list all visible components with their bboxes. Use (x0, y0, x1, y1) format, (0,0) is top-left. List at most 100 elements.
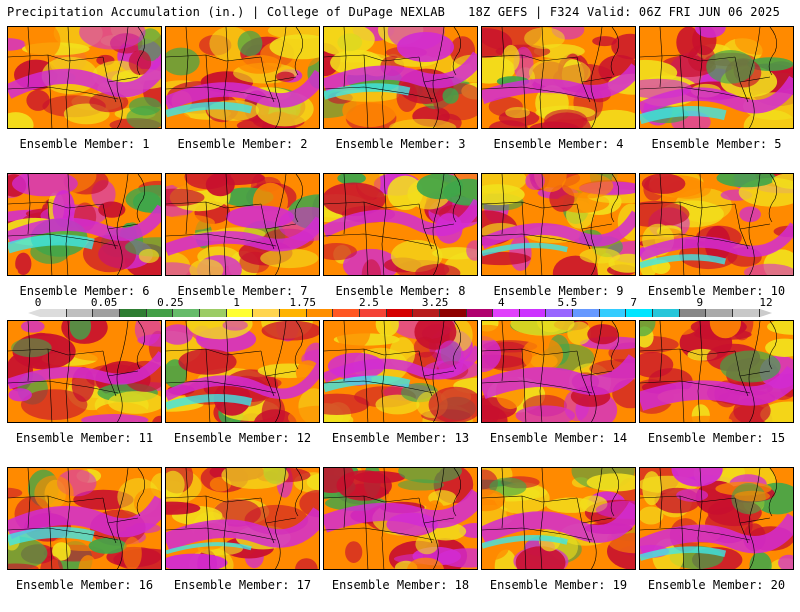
precipitation-map (639, 26, 794, 129)
ensemble-member-panel: Ensemble Member: 10 (639, 173, 794, 318)
precipitation-map (323, 320, 478, 423)
scale-swatch (653, 309, 680, 317)
member-label: Ensemble Member: 12 (173, 431, 312, 445)
scale-swatch (546, 309, 574, 317)
scale-tick-label: 7 (630, 296, 637, 309)
color-scale: 0 0.05 0.25 1 1.75 2.5 3.25 4 5.5 7 9 12 (0, 296, 800, 318)
scale-swatch (413, 309, 440, 317)
scale-swatch (253, 309, 280, 317)
precipitation-map (323, 26, 478, 129)
ensemble-member-panel: Ensemble Member: 5 (639, 26, 794, 171)
scale-swatch (493, 309, 520, 317)
member-label: Ensemble Member: 7 (177, 284, 308, 298)
ensemble-member-panel: Ensemble Member: 3 (323, 26, 478, 171)
ensemble-member-panel: Ensemble Member: 2 (165, 26, 320, 171)
run-valid-time: 18Z GEFS | F324 Valid: 06Z FRI JUN 06 20… (468, 5, 780, 19)
map-title: Precipitation Accumulation (in.) | Colle… (7, 5, 446, 19)
precipitation-map (165, 467, 320, 570)
scale-swatch (599, 309, 627, 317)
precipitation-map (7, 467, 162, 570)
scale-tick-label: 12 (759, 296, 773, 309)
scale-tick-label: 3.25 (421, 296, 449, 309)
member-label: Ensemble Member: 17 (173, 578, 312, 592)
scale-swatch (386, 309, 414, 317)
scale-swatch (146, 309, 174, 317)
member-label: Ensemble Member: 10 (647, 284, 786, 298)
ensemble-member-panel: Ensemble Member: 7 (165, 173, 320, 318)
precipitation-map (481, 320, 636, 423)
member-label: Ensemble Member: 6 (19, 284, 150, 298)
scale-swatch (199, 309, 227, 317)
scale-swatch (626, 309, 654, 317)
member-label: Ensemble Member: 15 (647, 431, 786, 445)
precipitation-map (165, 320, 320, 423)
scale-tick-label: 1 (233, 296, 240, 309)
precipitation-map (639, 467, 794, 570)
scale-swatch (679, 309, 707, 317)
scale-swatch (733, 309, 760, 317)
ensemble-member-panel: Ensemble Member: 15 (639, 320, 794, 465)
ensemble-member-panel: Ensemble Member: 12 (165, 320, 320, 465)
scale-swatch (439, 309, 467, 317)
precipitation-map (165, 26, 320, 129)
scale-swatch (226, 309, 254, 317)
member-label: Ensemble Member: 11 (15, 431, 154, 445)
scale-swatch (466, 309, 494, 317)
scale-tick-label: 5.5 (557, 296, 578, 309)
member-label: Ensemble Member: 2 (177, 137, 308, 151)
scale-swatch (93, 309, 120, 317)
scale-tick-label: 0 (34, 296, 42, 309)
scale-arrow-left (28, 309, 40, 317)
precipitation-map (7, 26, 162, 129)
scale-tick-label: 9 (696, 296, 704, 309)
ensemble-member-panel: Ensemble Member: 1 (7, 26, 162, 171)
ensemble-member-panel: Ensemble Member: 9 (481, 173, 636, 318)
member-label: Ensemble Member: 20 (647, 578, 786, 592)
scale-swatch (66, 309, 94, 317)
ensemble-member-panel: Ensemble Member: 17 (165, 467, 320, 612)
member-label: Ensemble Member: 8 (335, 284, 466, 298)
ensemble-member-panel: Ensemble Member: 8 (323, 173, 478, 318)
precipitation-map (323, 173, 478, 276)
scale-swatch (306, 309, 334, 317)
scale-swatch (573, 309, 600, 317)
member-label: Ensemble Member: 14 (489, 431, 628, 445)
ensemble-member-panel: Ensemble Member: 4 (481, 26, 636, 171)
ensemble-member-panel: Ensemble Member: 13 (323, 320, 478, 465)
precipitation-map (481, 173, 636, 276)
ensemble-member-panel: Ensemble Member: 11 (7, 320, 162, 465)
scale-swatch (40, 309, 67, 317)
scale-swatch (519, 309, 547, 317)
precipitation-map (7, 173, 162, 276)
scale-tick-label: 0.05 (90, 296, 118, 309)
member-label: Ensemble Member: 13 (331, 431, 470, 445)
ensemble-member-panel: Ensemble Member: 6 (7, 173, 162, 318)
scale-swatches (40, 309, 760, 317)
scale-swatch (173, 309, 200, 317)
precipitation-map (639, 173, 794, 276)
member-label: Ensemble Member: 1 (19, 137, 150, 151)
scale-tick-label: 1.75 (289, 296, 316, 309)
precipitation-map (323, 467, 478, 570)
member-label: Ensemble Member: 16 (15, 578, 154, 592)
scale-swatch (279, 309, 307, 317)
member-label: Ensemble Member: 3 (335, 137, 466, 151)
ensemble-member-panel: Ensemble Member: 16 (7, 467, 162, 612)
ensemble-member-panel: Ensemble Member: 19 (481, 467, 636, 612)
scale-swatch (333, 309, 360, 317)
member-label: Ensemble Member: 9 (493, 284, 624, 298)
scale-swatch (706, 309, 734, 317)
scale-swatch (119, 309, 147, 317)
member-label: Ensemble Member: 5 (651, 137, 782, 151)
ensemble-member-panel: Ensemble Member: 14 (481, 320, 636, 465)
ensemble-member-panel: Ensemble Member: 18 (323, 467, 478, 612)
member-label: Ensemble Member: 19 (489, 578, 628, 592)
scale-tick-label: 2.5 (358, 296, 379, 309)
precipitation-map (481, 26, 636, 129)
scale-tick-label: 0.25 (157, 296, 184, 309)
precipitation-map (639, 320, 794, 423)
ensemble-member-panel: Ensemble Member: 20 (639, 467, 794, 612)
scale-swatch (359, 309, 387, 317)
precipitation-map (165, 173, 320, 276)
